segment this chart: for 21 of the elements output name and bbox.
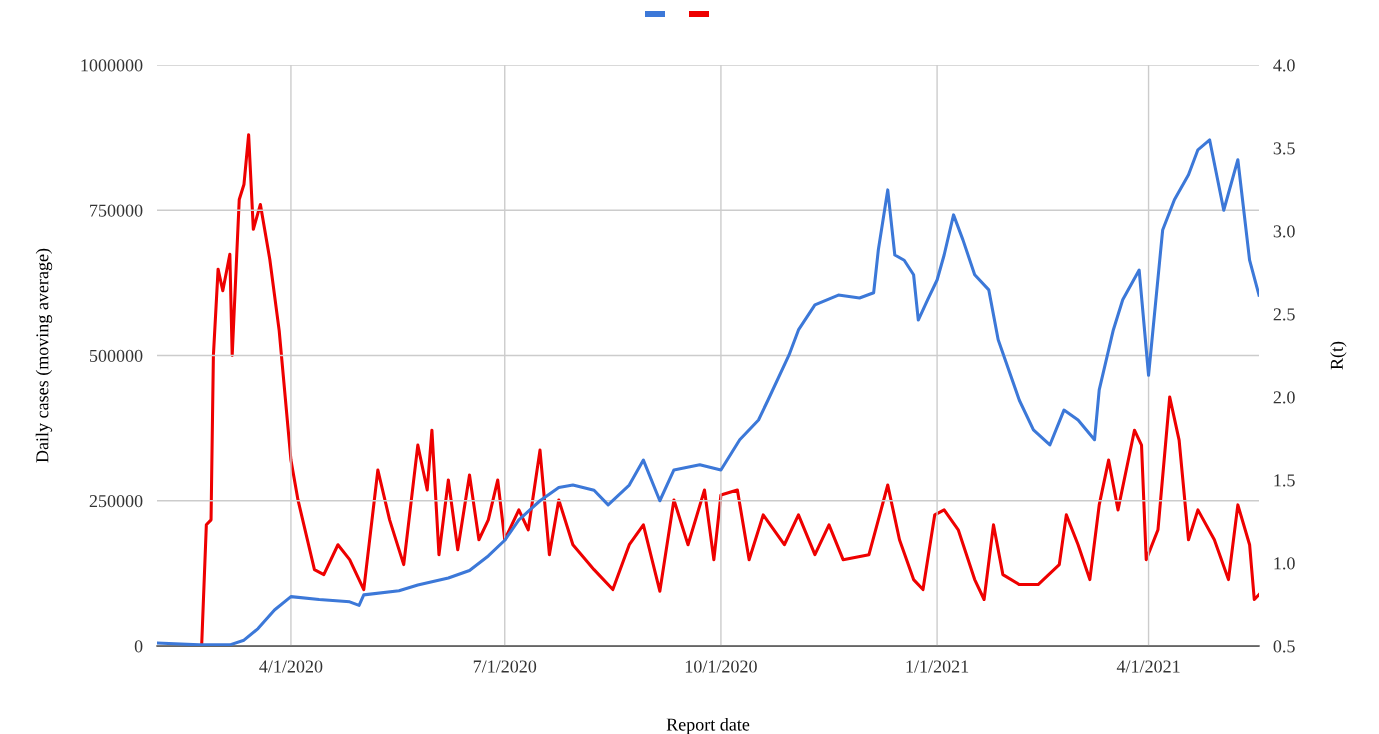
y-tick-label: 250000 <box>89 495 143 508</box>
y-tick-label: 750000 <box>90 204 143 217</box>
y2-axis-title: R(t) <box>1330 341 1347 370</box>
y-tick-label: 1000000 <box>81 59 143 72</box>
x-tick-label: 4/1/2020 <box>259 660 323 673</box>
y2-tick-label: 1.5 <box>1274 474 1295 487</box>
y2-tick-label: 2.5 <box>1273 308 1295 321</box>
x-axis-title: Report date <box>666 717 750 734</box>
y-axis-title: Daily cases (moving average) <box>35 248 53 463</box>
y2-tick-label: 3.0 <box>1273 225 1295 238</box>
y2-tick-label: 0.5 <box>1273 640 1295 653</box>
x-tick-label: 1/1/2021 <box>906 660 969 673</box>
y2-tick-label: 1.0 <box>1274 557 1295 570</box>
x-tick-label: 4/1/2021 <box>1116 660 1180 673</box>
x-tick-label: 10/1/2020 <box>685 660 757 673</box>
y2-tick-label: 3.5 <box>1273 142 1295 155</box>
y2-tick-label: 4.0 <box>1273 59 1295 72</box>
y-tick-label: 0 <box>134 640 143 653</box>
x-tick-label: 7/1/2020 <box>473 660 537 673</box>
y-tick-label: 500000 <box>89 349 143 362</box>
y2-tick-label: 2.0 <box>1273 391 1295 404</box>
